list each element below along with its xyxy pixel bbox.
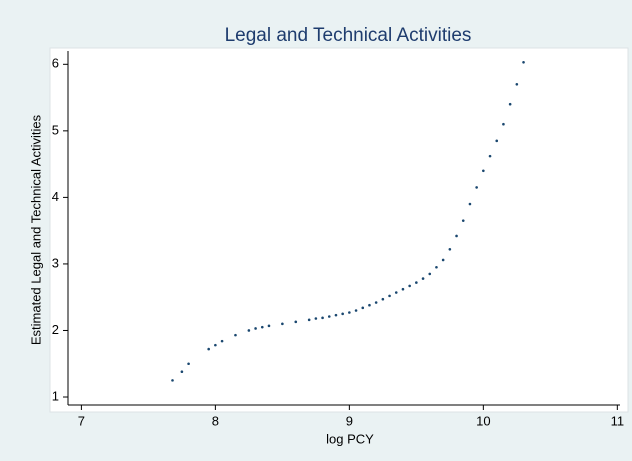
point <box>502 122 505 126</box>
point <box>374 301 378 304</box>
point <box>341 312 344 316</box>
y-tick-label: 5 <box>52 122 59 137</box>
point <box>294 320 298 324</box>
point <box>522 61 525 64</box>
point <box>468 202 472 206</box>
point <box>321 316 324 320</box>
point <box>348 311 351 314</box>
point <box>171 379 174 382</box>
point <box>448 247 452 251</box>
y-tick-label: 3 <box>52 255 59 270</box>
x-tick-label: 8 <box>212 413 219 428</box>
y-tick-label: 6 <box>52 56 59 71</box>
chart-title: Legal and Technical Activities <box>225 25 472 46</box>
point <box>207 347 210 351</box>
y-axis-label: Estimated Legal and Technical Activities <box>28 114 43 345</box>
point <box>327 315 331 318</box>
point <box>307 318 311 322</box>
point <box>415 281 418 284</box>
point <box>495 139 499 143</box>
point <box>354 309 358 312</box>
point <box>515 82 519 86</box>
point <box>455 234 458 238</box>
x-tick-label: 10 <box>476 413 490 428</box>
y-tick-label: 1 <box>52 388 59 403</box>
point <box>394 291 398 294</box>
x-tick-label: 7 <box>78 413 85 428</box>
point <box>281 322 284 326</box>
point <box>220 339 224 343</box>
point <box>260 325 264 329</box>
x-tick-label: 9 <box>346 413 353 428</box>
point <box>267 324 271 328</box>
point <box>435 265 438 269</box>
point <box>388 294 391 298</box>
point <box>234 333 237 337</box>
point <box>214 343 217 347</box>
point <box>408 284 411 288</box>
y-tick-label: 4 <box>52 189 59 204</box>
point <box>508 102 512 106</box>
point <box>368 303 371 307</box>
point <box>401 287 405 291</box>
point <box>428 272 432 276</box>
point <box>180 370 184 374</box>
point <box>421 277 425 280</box>
point <box>482 169 485 173</box>
point <box>475 186 478 189</box>
point <box>381 297 385 301</box>
plot-region <box>49 47 629 413</box>
point <box>488 154 492 158</box>
y-tick-label: 2 <box>52 322 59 337</box>
point <box>334 313 338 317</box>
point <box>254 327 257 330</box>
x-tick-label: 11 <box>611 413 625 428</box>
point <box>247 329 251 332</box>
point <box>314 317 318 320</box>
point <box>361 306 365 310</box>
x-axis-label: log PCY <box>326 431 374 446</box>
point <box>441 258 445 262</box>
point <box>187 362 190 366</box>
point <box>461 219 465 222</box>
